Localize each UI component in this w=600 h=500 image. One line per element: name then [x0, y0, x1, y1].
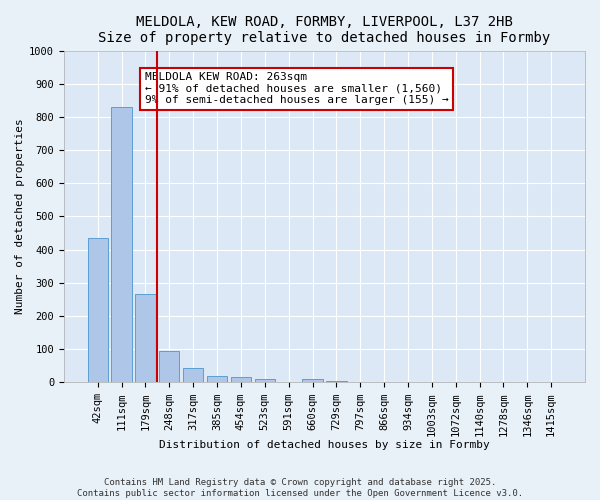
- Bar: [302, 379, 323, 382]
- Bar: [136, 294, 155, 382]
- Bar: [159, 351, 179, 382]
- Bar: [326, 380, 347, 382]
- Bar: [231, 378, 251, 382]
- Bar: [254, 379, 275, 382]
- Bar: [207, 376, 227, 382]
- Text: MELDOLA KEW ROAD: 263sqm
← 91% of detached houses are smaller (1,560)
9% of semi: MELDOLA KEW ROAD: 263sqm ← 91% of detach…: [145, 72, 448, 106]
- Y-axis label: Number of detached properties: Number of detached properties: [15, 118, 25, 314]
- Text: Contains HM Land Registry data © Crown copyright and database right 2025.
Contai: Contains HM Land Registry data © Crown c…: [77, 478, 523, 498]
- Bar: [88, 238, 108, 382]
- Title: MELDOLA, KEW ROAD, FORMBY, LIVERPOOL, L37 2HB
Size of property relative to detac: MELDOLA, KEW ROAD, FORMBY, LIVERPOOL, L3…: [98, 15, 551, 45]
- Bar: [112, 107, 132, 382]
- X-axis label: Distribution of detached houses by size in Formby: Distribution of detached houses by size …: [159, 440, 490, 450]
- Bar: [183, 368, 203, 382]
